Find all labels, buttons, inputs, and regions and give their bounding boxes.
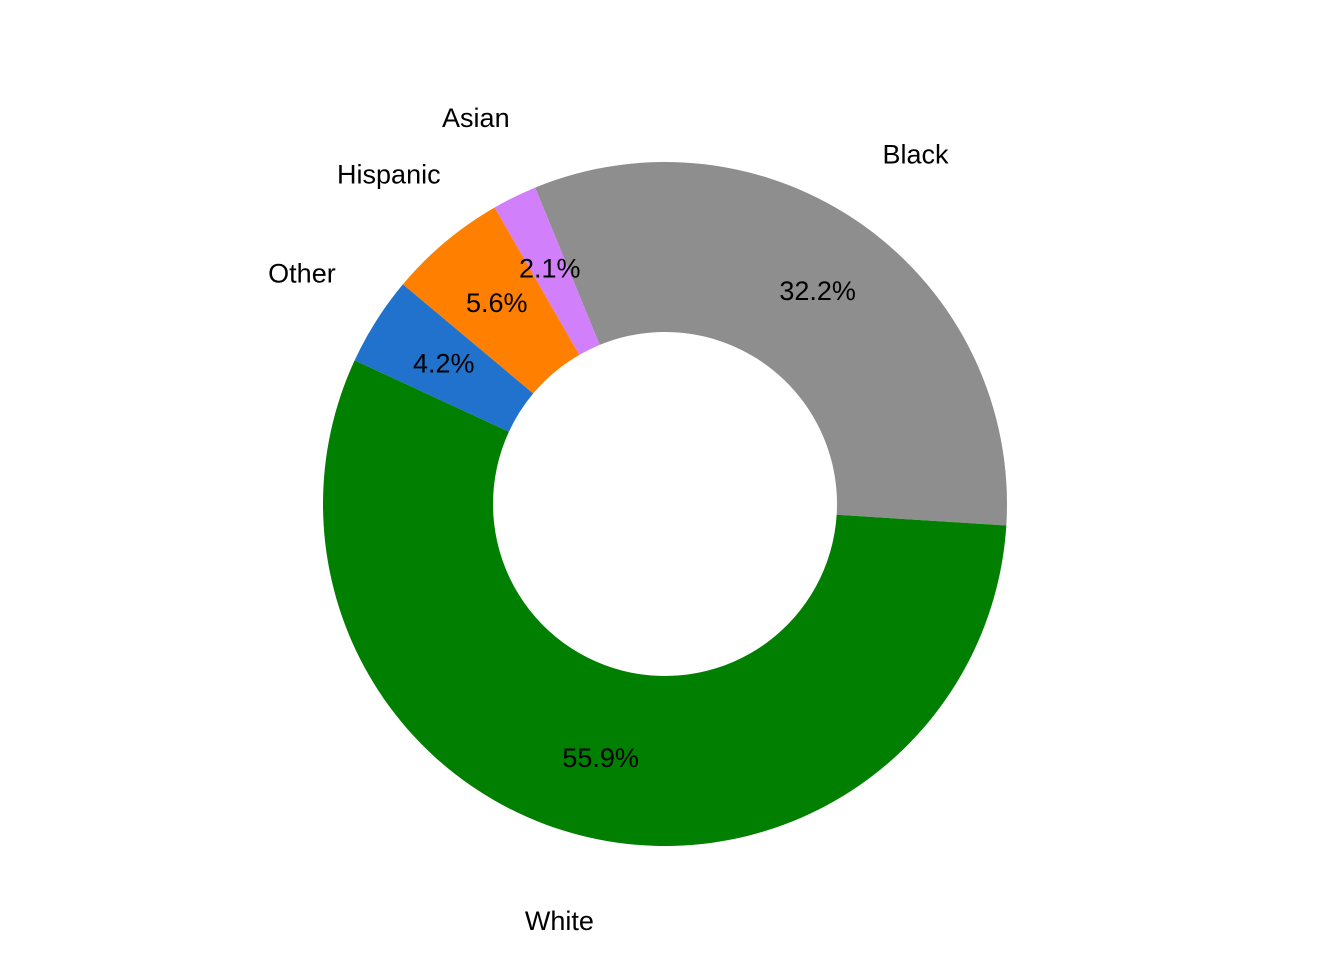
slices-group (323, 162, 1007, 846)
slice-black (535, 162, 1007, 526)
slice-asian (494, 187, 600, 355)
percent-label-black: 32.2% (779, 276, 856, 306)
percent-label-white: 55.9% (562, 743, 639, 773)
category-label-white: White (525, 906, 594, 936)
slice-other (354, 284, 534, 432)
slice-hispanic (402, 207, 580, 394)
percent-label-other: 4.2% (413, 349, 475, 379)
category-label-hispanic: Hispanic (337, 159, 441, 189)
slice-white (323, 360, 1007, 846)
percent-labels-group: 32.2% 2.1% 5.6% 4.2% 55.9% (413, 254, 856, 773)
percent-label-hispanic: 5.6% (466, 288, 528, 318)
category-label-asian: Asian (442, 103, 510, 133)
category-label-other: Other (268, 259, 336, 289)
percent-label-asian: 2.1% (519, 254, 581, 284)
category-label-black: Black (883, 140, 950, 170)
